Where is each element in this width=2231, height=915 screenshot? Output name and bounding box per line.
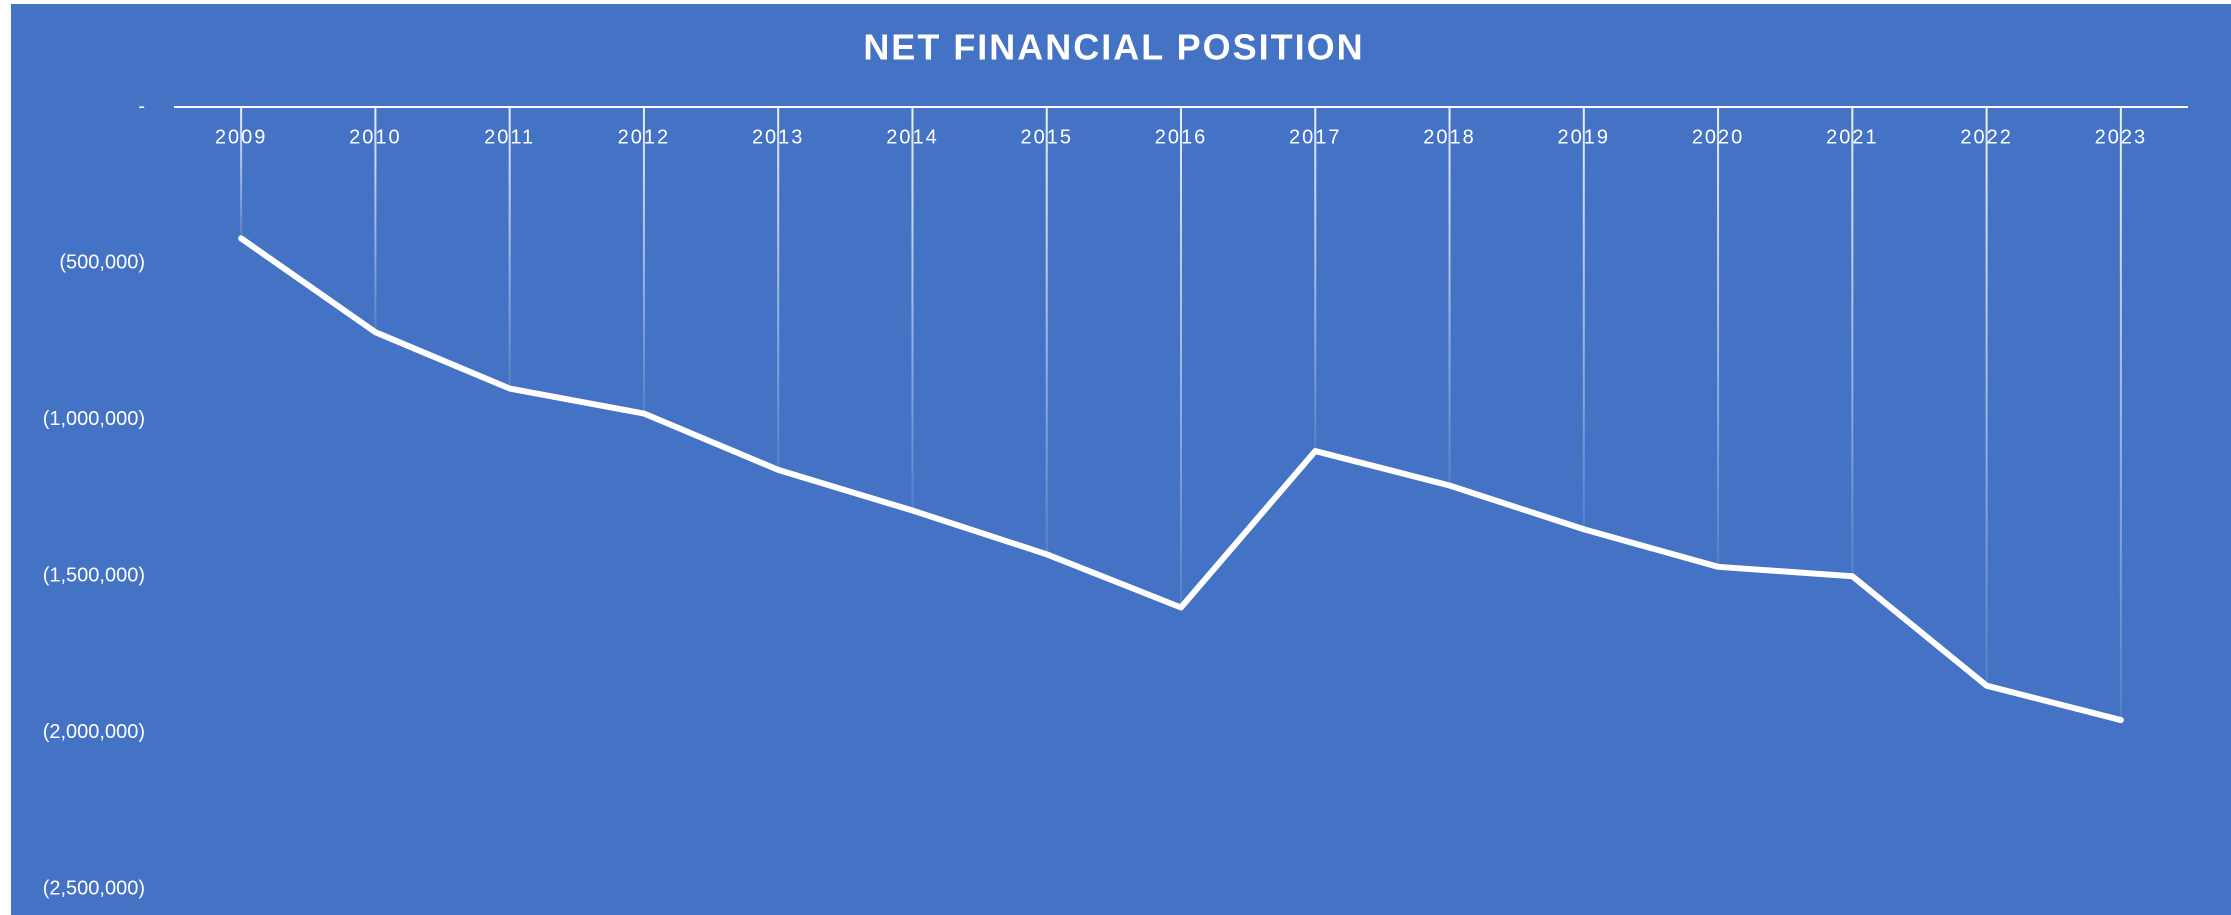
x-tick-label: 2019 bbox=[1558, 126, 1611, 148]
x-tick-label: 2023 bbox=[2095, 126, 2148, 148]
chart-background bbox=[11, 4, 2231, 915]
y-tick-label: (2,000,000) bbox=[43, 721, 145, 743]
y-tick-label: (500,000) bbox=[59, 252, 145, 274]
chart-title: NET FINANCIAL POSITION bbox=[863, 27, 1364, 68]
x-tick-label: 2018 bbox=[1423, 126, 1476, 148]
x-tick-label: 2010 bbox=[349, 126, 402, 148]
y-tick-label: (1,500,000) bbox=[43, 564, 145, 586]
x-tick-label: 2015 bbox=[1020, 126, 1073, 148]
x-tick-label: 2017 bbox=[1289, 126, 1342, 148]
x-tick-label: 2013 bbox=[752, 126, 805, 148]
y-tick-label: (2,500,000) bbox=[43, 877, 145, 899]
y-tick-label: - bbox=[138, 95, 145, 117]
x-tick-label: 2016 bbox=[1155, 126, 1208, 148]
x-tick-label: 2009 bbox=[215, 126, 268, 148]
y-tick-label: (1,000,000) bbox=[43, 408, 145, 430]
x-tick-label: 2014 bbox=[886, 126, 939, 148]
x-tick-label: 2011 bbox=[484, 126, 535, 148]
x-tick-label: 2012 bbox=[618, 126, 671, 148]
x-tick-label: 2021 bbox=[1826, 126, 1879, 148]
x-tick-label: 2022 bbox=[1960, 126, 2013, 148]
line-series bbox=[238, 235, 2124, 724]
x-tick-label: 2020 bbox=[1692, 126, 1745, 148]
